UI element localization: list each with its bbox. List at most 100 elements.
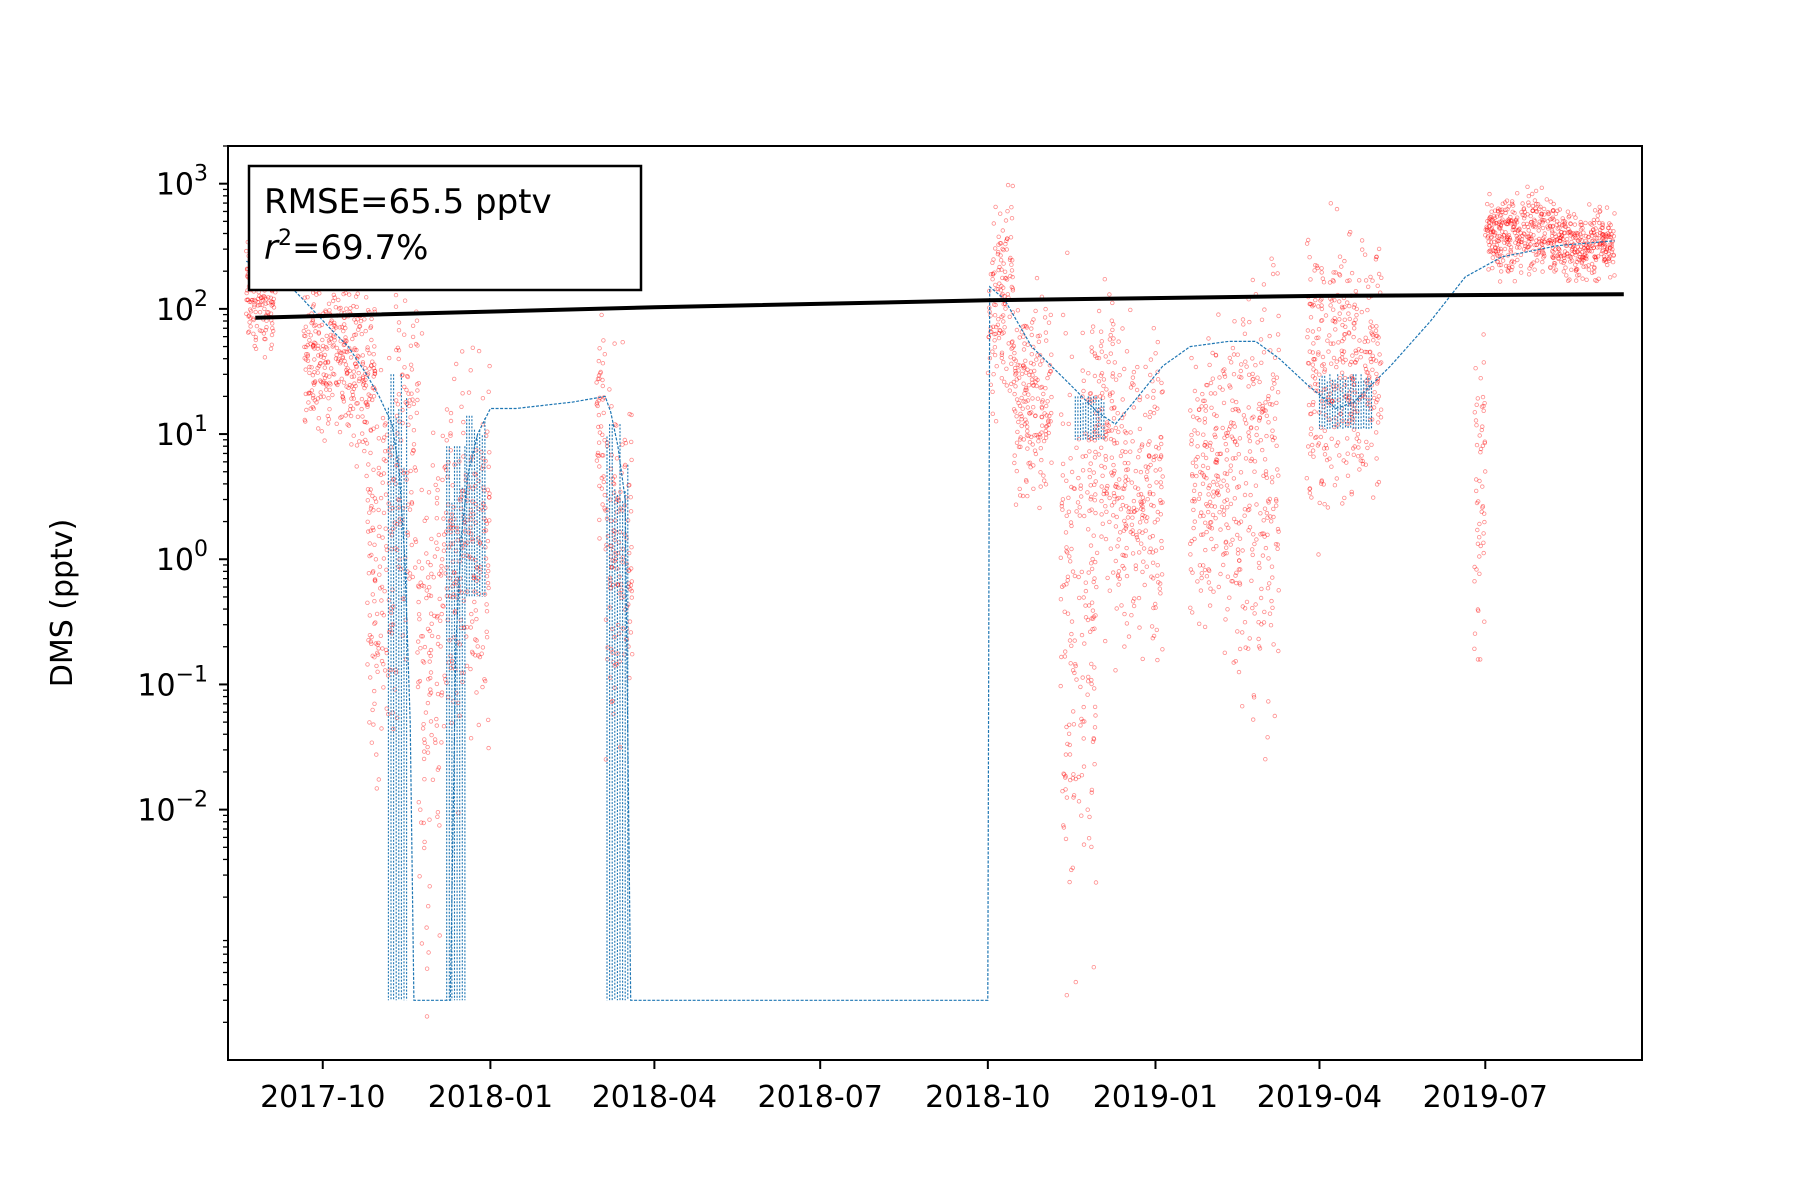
observed-point <box>334 381 339 386</box>
observed-point <box>368 528 373 533</box>
observed-point <box>1306 361 1312 366</box>
observed-point <box>313 341 318 346</box>
observed-point <box>1597 220 1602 226</box>
observed-point <box>338 305 343 311</box>
observed-point <box>484 635 490 640</box>
observed-point <box>1240 548 1245 553</box>
observed-point <box>1600 231 1606 237</box>
observed-point <box>482 592 488 597</box>
observed-point <box>1023 417 1028 422</box>
observed-point <box>262 336 267 342</box>
observed-point <box>371 366 377 371</box>
observed-point <box>315 396 321 401</box>
observed-point <box>1110 390 1115 395</box>
observed-point <box>1027 460 1033 465</box>
observed-point <box>341 342 346 348</box>
observed-point <box>327 380 332 386</box>
observed-point <box>1486 239 1491 244</box>
observed-point <box>364 402 369 407</box>
observed-point <box>336 358 341 363</box>
observed-point <box>1601 258 1607 264</box>
observed-point <box>1237 558 1242 563</box>
observed-point <box>1607 245 1613 251</box>
observed-point <box>1331 341 1336 346</box>
observed-point <box>614 500 619 505</box>
observed-point <box>1308 411 1313 417</box>
observed-point <box>1510 203 1516 208</box>
observed-point <box>1248 492 1253 498</box>
observed-point <box>1104 420 1110 425</box>
observed-point <box>349 396 354 401</box>
observed-point <box>629 457 634 463</box>
observed-point <box>1123 474 1128 479</box>
observed-point <box>1020 406 1025 411</box>
observed-point <box>437 571 442 577</box>
observed-point <box>1321 280 1327 285</box>
observed-point <box>352 317 357 322</box>
observed-point <box>1595 217 1600 222</box>
observed-point <box>468 368 473 373</box>
observed-point <box>1079 632 1085 638</box>
observed-point <box>1081 595 1086 600</box>
observed-point <box>1595 213 1600 218</box>
observed-point <box>1259 360 1264 365</box>
observed-point <box>1254 426 1259 431</box>
observed-point <box>421 660 427 665</box>
observed-point <box>1248 458 1253 464</box>
observed-point <box>1018 444 1023 449</box>
observed-point <box>1575 273 1580 278</box>
observed-point <box>1085 692 1090 697</box>
observed-point <box>1317 372 1322 377</box>
observed-point <box>1240 317 1246 322</box>
observed-point <box>1083 615 1089 620</box>
observed-point <box>265 300 271 305</box>
observed-point <box>256 296 261 301</box>
observed-point <box>1271 263 1276 268</box>
observed-point <box>1309 442 1315 448</box>
observed-point <box>392 520 397 525</box>
observed-point <box>1552 238 1558 243</box>
observed-point <box>1487 248 1493 253</box>
observed-point <box>353 332 358 337</box>
observed-point <box>1206 492 1211 497</box>
observed-point <box>1313 263 1318 268</box>
observed-point <box>1604 262 1610 268</box>
observed-point <box>1008 255 1013 261</box>
observed-point <box>1494 234 1500 239</box>
observed-point <box>323 380 328 386</box>
observed-point <box>312 370 317 375</box>
observed-point <box>1357 338 1362 343</box>
observed-point <box>1231 660 1236 665</box>
observed-point <box>1205 503 1210 509</box>
observed-point <box>1109 455 1114 460</box>
observed-point <box>1320 354 1326 360</box>
observed-point <box>354 304 359 310</box>
observed-point <box>1565 278 1571 283</box>
observed-point <box>1318 434 1324 440</box>
observed-point <box>435 546 440 552</box>
observed-point <box>349 442 354 447</box>
observed-point <box>1526 228 1531 233</box>
observed-point <box>413 468 418 473</box>
observed-point <box>1307 349 1312 354</box>
observed-point <box>1148 502 1154 508</box>
observed-point <box>1058 412 1064 417</box>
observed-point <box>1046 371 1052 377</box>
observed-point <box>1557 238 1562 243</box>
observed-point <box>1101 435 1107 440</box>
observed-point <box>1359 247 1365 252</box>
observed-point <box>1085 617 1091 623</box>
observed-point <box>1562 252 1567 258</box>
observed-point <box>1607 221 1612 226</box>
observed-point <box>1611 252 1616 258</box>
observed-point <box>599 486 605 491</box>
observed-point <box>1139 442 1145 447</box>
observed-point <box>1147 490 1152 495</box>
observed-point <box>620 340 625 345</box>
observed-point <box>487 495 492 500</box>
observed-point <box>1085 674 1091 680</box>
observed-point <box>1223 540 1228 545</box>
observed-point <box>1275 542 1280 547</box>
observed-point <box>1608 234 1613 240</box>
observed-point <box>1494 252 1500 257</box>
